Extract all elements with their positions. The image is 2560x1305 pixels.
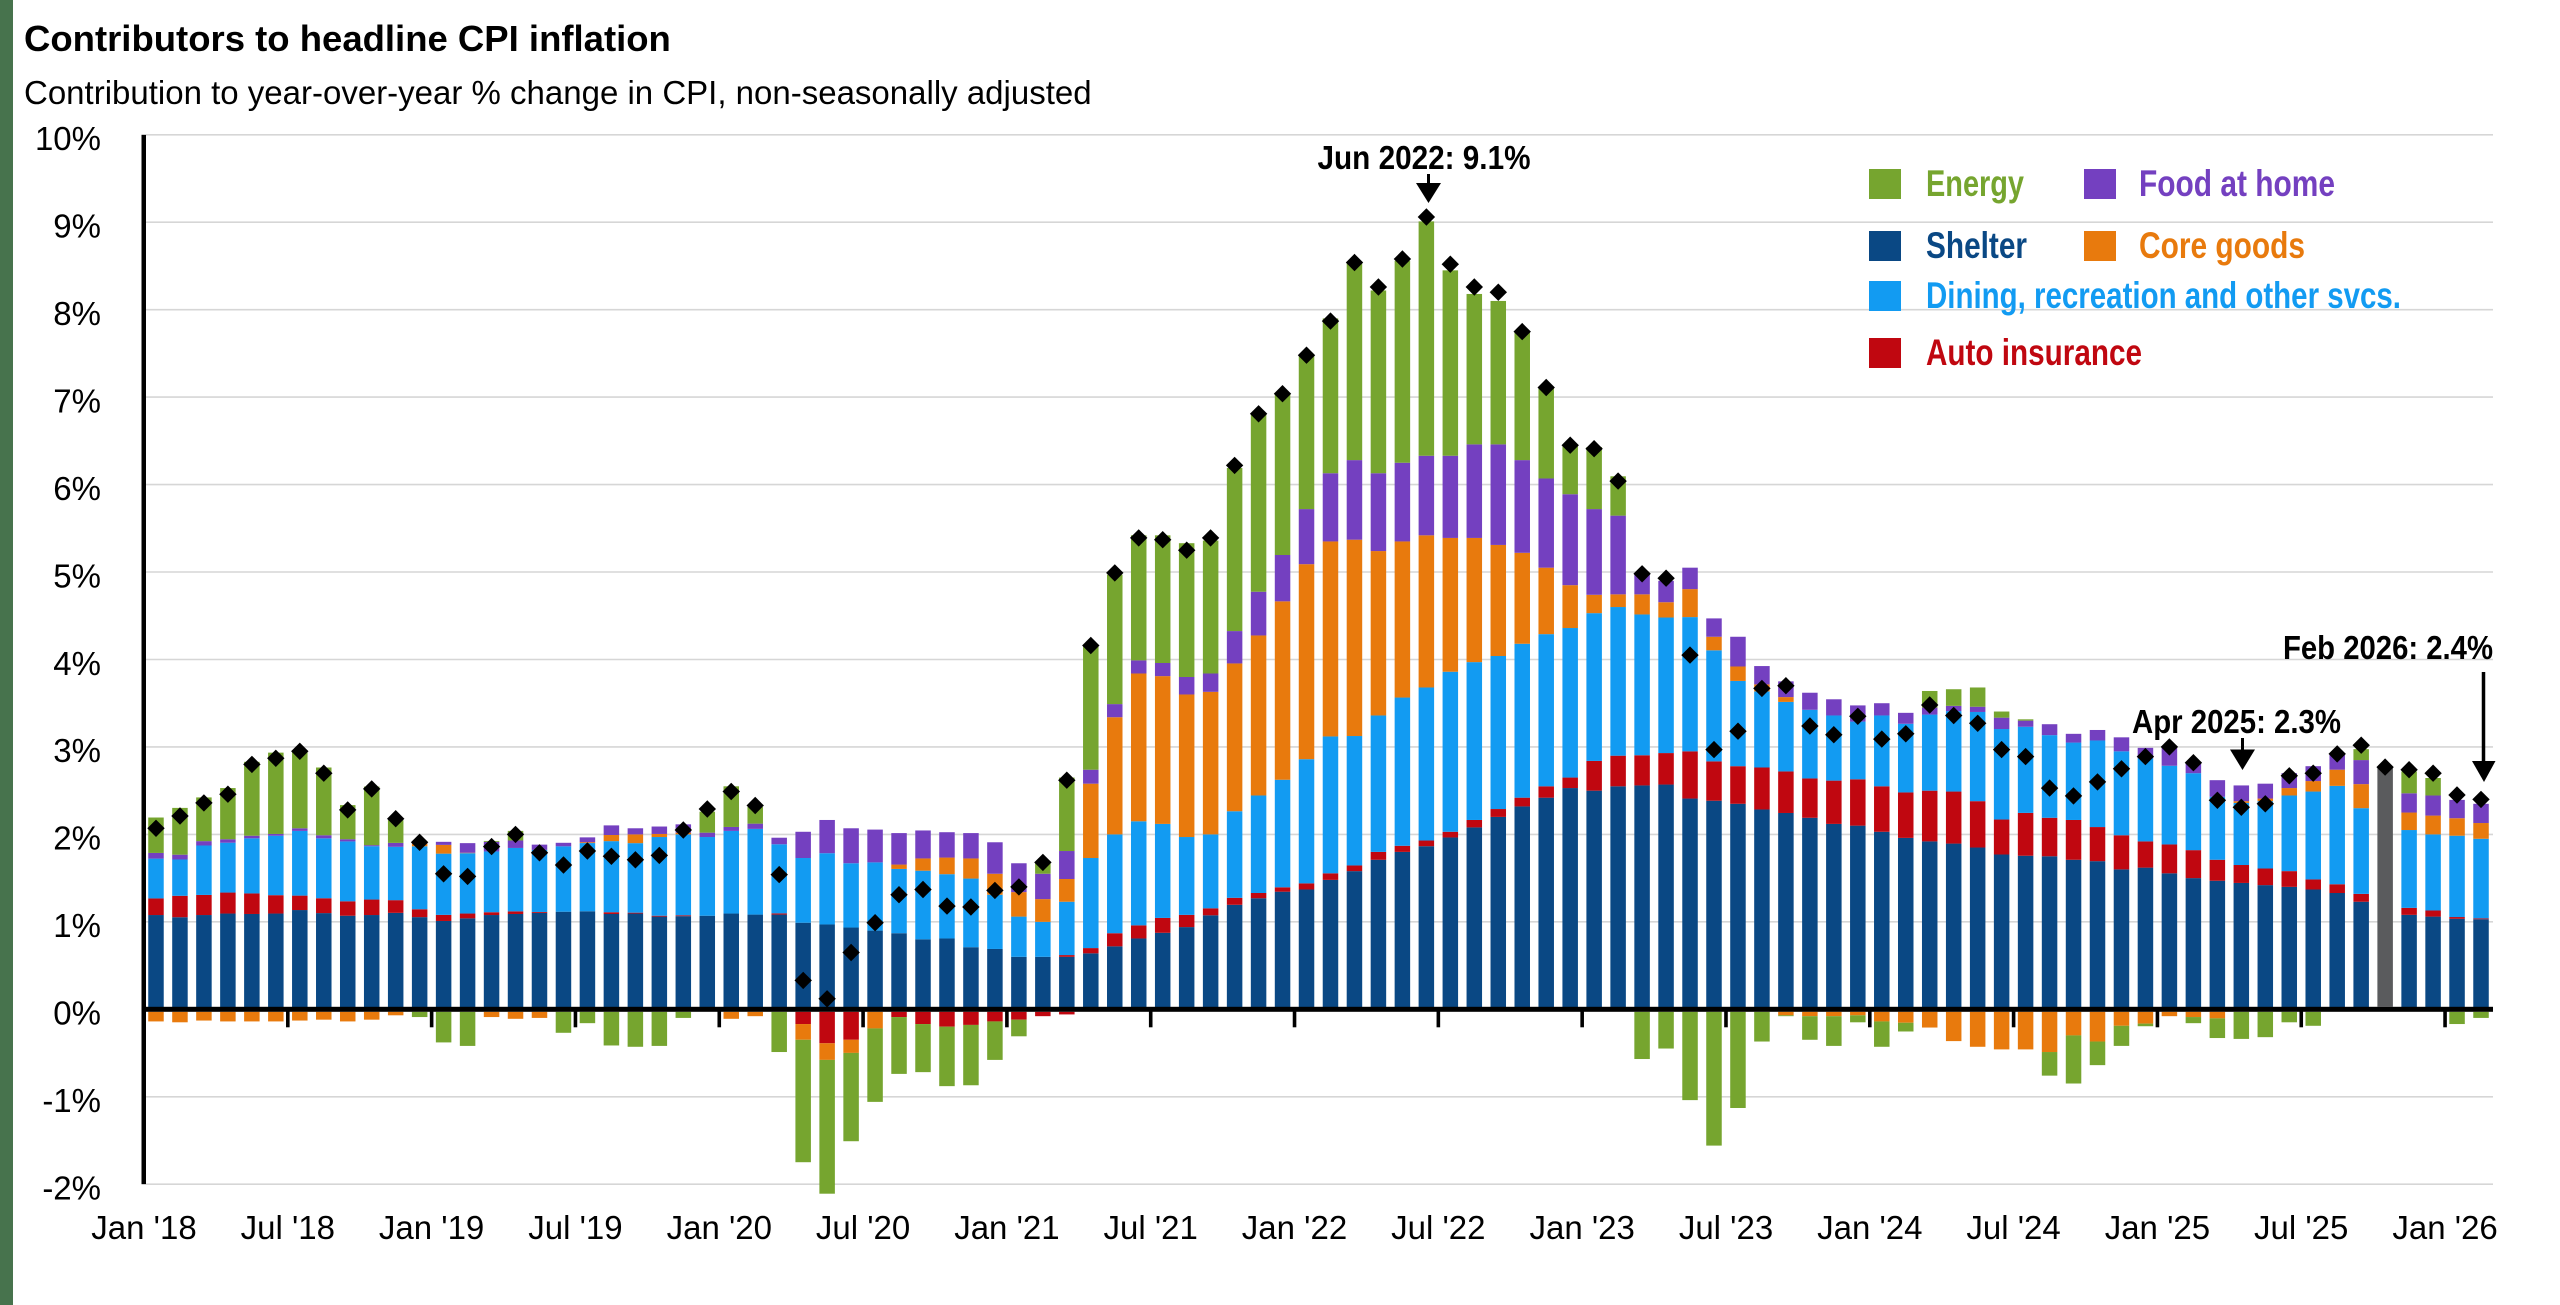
svg-text:Jul '24: Jul '24 bbox=[1966, 1209, 2060, 1246]
svg-text:9%: 9% bbox=[53, 208, 101, 245]
svg-text:Feb 2026: 2.4%: Feb 2026: 2.4% bbox=[2283, 629, 2493, 666]
svg-text:Auto insurance: Auto insurance bbox=[1926, 332, 2142, 373]
svg-text:Jan '26: Jan '26 bbox=[2392, 1209, 2497, 1246]
svg-text:Jul '22: Jul '22 bbox=[1391, 1209, 1485, 1246]
svg-text:Jan '24: Jan '24 bbox=[1817, 1209, 1922, 1246]
svg-text:4%: 4% bbox=[53, 645, 101, 682]
svg-text:8%: 8% bbox=[53, 295, 101, 332]
svg-text:Core goods: Core goods bbox=[2139, 225, 2305, 266]
svg-text:-2%: -2% bbox=[42, 1170, 101, 1207]
svg-text:Contribution to year-over-year: Contribution to year-over-year % change … bbox=[24, 74, 1092, 111]
svg-text:Jan '22: Jan '22 bbox=[1242, 1209, 1347, 1246]
svg-text:Jul '21: Jul '21 bbox=[1104, 1209, 1198, 1246]
svg-text:Shelter: Shelter bbox=[1926, 225, 2027, 266]
svg-text:Jan '25: Jan '25 bbox=[2105, 1209, 2210, 1246]
svg-text:5%: 5% bbox=[53, 557, 101, 594]
svg-text:Energy: Energy bbox=[1926, 163, 2024, 204]
svg-text:Jan '21: Jan '21 bbox=[954, 1209, 1059, 1246]
svg-text:Contributors to headline CPI i: Contributors to headline CPI inflation bbox=[24, 18, 671, 59]
svg-text:Apr 2025: 2.3%: Apr 2025: 2.3% bbox=[2132, 703, 2341, 740]
svg-text:10%: 10% bbox=[35, 120, 101, 157]
svg-text:Dining, recreation and other s: Dining, recreation and other svcs. bbox=[1926, 275, 2401, 316]
svg-text:Jun 2022: 9.1%: Jun 2022: 9.1% bbox=[1318, 139, 1531, 176]
svg-text:2%: 2% bbox=[53, 820, 101, 857]
svg-text:6%: 6% bbox=[53, 470, 101, 507]
svg-text:7%: 7% bbox=[53, 382, 101, 419]
svg-text:Jan '23: Jan '23 bbox=[1530, 1209, 1635, 1246]
svg-text:-1%: -1% bbox=[42, 1082, 101, 1119]
svg-text:Jan '20: Jan '20 bbox=[667, 1209, 772, 1246]
svg-text:Jul '19: Jul '19 bbox=[528, 1209, 622, 1246]
svg-text:1%: 1% bbox=[53, 907, 101, 944]
svg-text:Jul '20: Jul '20 bbox=[816, 1209, 910, 1246]
svg-text:0%: 0% bbox=[53, 995, 101, 1032]
svg-text:Jul '25: Jul '25 bbox=[2254, 1209, 2348, 1246]
svg-text:Food at home: Food at home bbox=[2139, 163, 2335, 204]
svg-text:Jan '18: Jan '18 bbox=[91, 1209, 196, 1246]
svg-text:Jan '19: Jan '19 bbox=[379, 1209, 484, 1246]
svg-text:Jul '23: Jul '23 bbox=[1679, 1209, 1773, 1246]
svg-text:3%: 3% bbox=[53, 732, 101, 769]
svg-text:Jul '18: Jul '18 bbox=[241, 1209, 335, 1246]
